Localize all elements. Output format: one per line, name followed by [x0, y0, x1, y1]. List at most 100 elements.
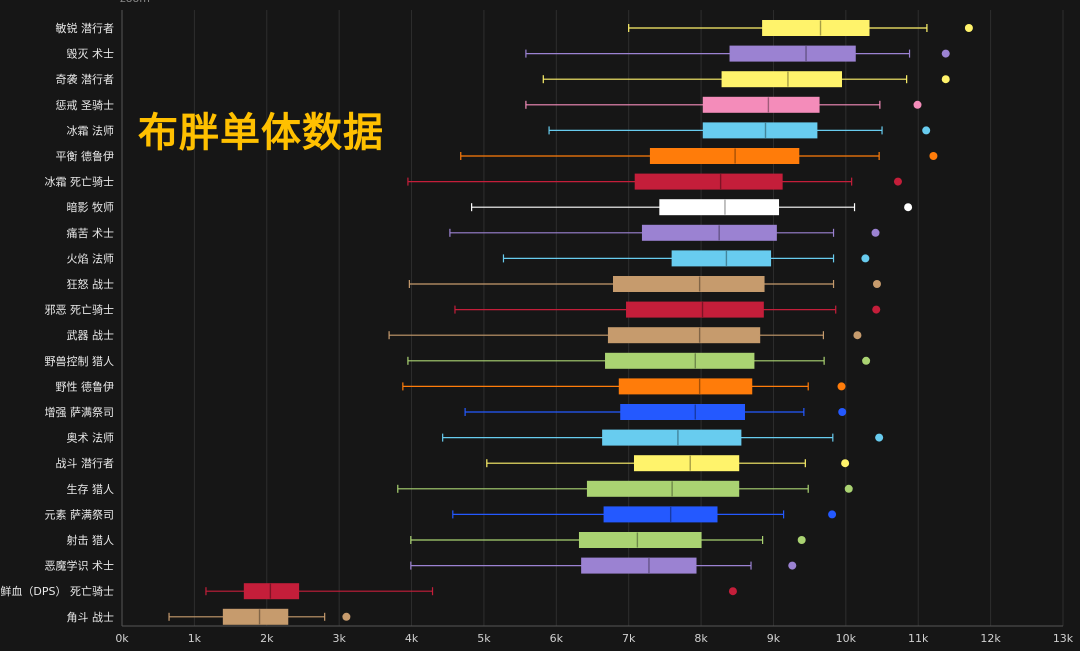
iqr-box	[602, 429, 742, 446]
outlier-point	[797, 536, 806, 544]
box-series: 邪恶 死亡骑士	[45, 301, 881, 318]
category-label: 奥术 法师	[67, 431, 115, 445]
category-label: 野性 德鲁伊	[56, 379, 115, 393]
axis-layer: 0k 1k 2k 3k 4k 5k 6k 7k 8k 9k 10k 11k 12k 13k	[115, 10, 1074, 645]
category-label: 痛苦 术士	[67, 226, 115, 240]
outlier-point	[941, 49, 950, 58]
box-series: 武器 战士	[67, 327, 862, 344]
outlier-point	[872, 280, 881, 288]
iqr-box	[641, 224, 777, 241]
x-tick-label: 12k	[980, 632, 1001, 645]
box-series: 惩戒 圣骑士	[56, 96, 922, 113]
box-series: 暗影 牧师	[67, 199, 913, 216]
iqr-box	[659, 199, 780, 216]
category-label: 狂怒 战士	[67, 277, 115, 291]
outlier-point	[929, 152, 938, 160]
outlier-point	[828, 510, 837, 519]
box-series: 野兽控制 猎人	[45, 352, 871, 369]
iqr-box	[721, 71, 843, 88]
outlier-point	[838, 408, 847, 416]
category-label: 增强 萨满祭司	[45, 405, 115, 419]
iqr-box	[586, 480, 740, 497]
box-series: 射击 猎人	[67, 532, 806, 548]
iqr-box	[762, 20, 870, 36]
box-series: 野性 德鲁伊	[56, 378, 846, 395]
iqr-box	[243, 583, 300, 600]
outlier-point	[844, 484, 853, 493]
box-series: 奇袭 潜行者	[56, 71, 950, 88]
box-series: 火焰 法师	[67, 250, 870, 267]
iqr-box	[603, 506, 718, 523]
x-tick-label: 9k	[767, 632, 781, 645]
category-label: 冰霜 死亡骑士	[45, 175, 115, 189]
iqr-box	[702, 122, 818, 139]
x-tick-label: 10k	[836, 632, 857, 645]
box-series: 元素 萨满祭司	[45, 506, 837, 523]
box-series: 平衡 德鲁伊	[56, 148, 938, 164]
grid-layer	[193, 10, 1064, 626]
box-series: 生存 猎人	[67, 480, 853, 497]
iqr-box	[605, 352, 755, 369]
category-label: 恶魔学识 术士	[45, 559, 115, 573]
category-label: 火焰 法师	[67, 251, 115, 265]
x-tick-label: 8k	[694, 632, 708, 645]
iqr-box	[633, 455, 740, 472]
category-label: 敏锐 潜行者	[56, 21, 115, 35]
iqr-box	[612, 276, 765, 292]
category-label: 野兽控制 猎人	[45, 354, 115, 368]
x-tick-label: 13k	[1053, 632, 1074, 645]
category-label: 武器 战士	[67, 329, 115, 342]
x-tick-label: 5k	[477, 632, 491, 645]
category-label: 战斗 潜行者	[56, 456, 115, 470]
outlier-point	[875, 433, 884, 442]
x-tick-label: 6k	[550, 632, 564, 645]
iqr-box	[649, 148, 800, 164]
outlier-point	[922, 126, 931, 135]
x-tick-label: 1k	[188, 632, 202, 645]
x-tick-label: 11k	[908, 632, 929, 645]
outlier-point	[872, 305, 881, 314]
box-series: 痛苦 术士	[67, 224, 880, 241]
outlier-point	[893, 177, 902, 186]
iqr-box	[729, 45, 856, 62]
category-label: 毁灭 术士	[67, 47, 115, 61]
category-label: 平衡 德鲁伊	[56, 149, 115, 163]
category-label: 元素 萨满祭司	[45, 508, 115, 521]
box-series: 恶魔学识 术士	[45, 557, 797, 574]
outlier-point	[964, 24, 973, 32]
box-series: 奥术 法师	[67, 429, 884, 446]
outlier-point	[861, 254, 870, 263]
outlier-point	[853, 331, 862, 340]
x-tick-label: 0k	[115, 632, 129, 645]
iqr-box	[671, 250, 772, 267]
category-label: 角斗 战士	[67, 611, 115, 624]
outlier-point	[841, 459, 850, 468]
iqr-box	[607, 327, 761, 344]
iqr-box	[702, 96, 820, 113]
iqr-box	[578, 532, 702, 548]
outlier-point	[837, 382, 846, 391]
x-tick-label: 4k	[405, 632, 419, 645]
x-tick-label: 2k	[260, 632, 274, 645]
box-series: 冰霜 法师	[67, 122, 931, 139]
category-label: 射击 猎人	[67, 533, 115, 547]
category-label: 鲜血（DPS） 死亡骑士	[0, 584, 114, 598]
iqr-box	[618, 378, 753, 395]
outlier-point	[788, 561, 797, 570]
box-series: 战斗 潜行者	[56, 455, 850, 472]
x-tick-label: 3k	[332, 632, 346, 645]
chart-title: 布胖单体数据	[138, 110, 384, 156]
outlier-point	[913, 100, 922, 109]
iqr-box	[626, 301, 764, 318]
category-label: 邪恶 死亡骑士	[45, 303, 115, 317]
outlier-point	[728, 587, 737, 596]
box-series: 鲜血（DPS） 死亡骑士	[0, 583, 737, 600]
outlier-point	[342, 612, 351, 621]
iqr-box	[620, 404, 746, 420]
outlier-point	[871, 228, 880, 237]
category-label: 冰霜 法师	[67, 123, 115, 137]
outlier-point	[904, 203, 913, 212]
box-series: 增强 萨满祭司	[45, 404, 847, 420]
